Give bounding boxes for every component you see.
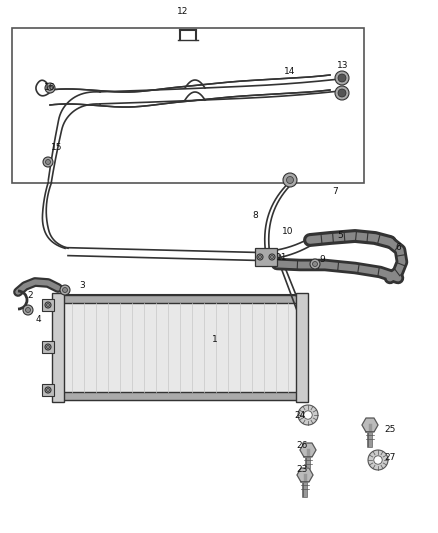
Text: 9: 9 [319, 255, 325, 264]
Circle shape [283, 173, 297, 187]
Circle shape [45, 344, 51, 350]
Text: 25: 25 [384, 425, 396, 434]
Text: 27: 27 [384, 454, 396, 463]
Bar [42, 384, 54, 396]
Circle shape [269, 254, 275, 260]
Bar [42, 299, 54, 311]
Circle shape [338, 74, 346, 82]
Bar [60, 295, 300, 303]
Circle shape [257, 254, 263, 260]
Polygon shape [362, 418, 378, 432]
Circle shape [43, 157, 53, 167]
Text: 6: 6 [395, 244, 401, 253]
Text: 13: 13 [337, 61, 349, 69]
Circle shape [304, 411, 312, 419]
Bar [12, 28, 364, 183]
Circle shape [271, 255, 273, 259]
Circle shape [339, 90, 346, 96]
Polygon shape [300, 443, 316, 457]
Circle shape [47, 85, 53, 91]
Circle shape [46, 389, 49, 392]
Text: 23: 23 [297, 465, 307, 474]
Text: 10: 10 [282, 228, 294, 237]
Circle shape [23, 305, 33, 315]
Bar [42, 341, 54, 353]
Text: 15: 15 [51, 143, 63, 152]
Text: 8: 8 [252, 211, 258, 220]
Text: 3: 3 [79, 280, 85, 289]
Text: 1: 1 [212, 335, 218, 344]
Text: 7: 7 [332, 188, 338, 197]
Circle shape [63, 287, 67, 293]
Text: 12: 12 [177, 7, 189, 17]
Circle shape [258, 255, 261, 259]
Text: 2: 2 [27, 290, 33, 300]
Bar [255, 248, 277, 266]
Circle shape [298, 405, 318, 425]
Circle shape [60, 285, 70, 295]
Text: 5: 5 [337, 230, 343, 239]
Circle shape [45, 83, 55, 93]
Circle shape [335, 71, 349, 85]
Text: 14: 14 [284, 68, 296, 77]
Circle shape [45, 302, 51, 308]
Circle shape [338, 89, 346, 97]
Bar [296, 293, 308, 402]
Circle shape [46, 303, 49, 306]
Circle shape [312, 262, 318, 266]
Circle shape [310, 259, 320, 269]
Circle shape [339, 75, 346, 82]
Polygon shape [297, 468, 313, 482]
Circle shape [368, 450, 388, 470]
Circle shape [374, 456, 382, 464]
Text: 26: 26 [297, 440, 307, 449]
Circle shape [46, 345, 49, 349]
Bar [60, 392, 300, 400]
Circle shape [45, 387, 51, 393]
Text: 4: 4 [35, 316, 41, 325]
Text: 16: 16 [44, 84, 56, 93]
Circle shape [335, 86, 349, 100]
Circle shape [25, 308, 31, 312]
Bar [60, 295, 300, 400]
Text: 11: 11 [276, 254, 288, 262]
Text: 24: 24 [294, 410, 306, 419]
Circle shape [286, 176, 293, 183]
Bar [52, 293, 64, 402]
Circle shape [46, 159, 50, 165]
